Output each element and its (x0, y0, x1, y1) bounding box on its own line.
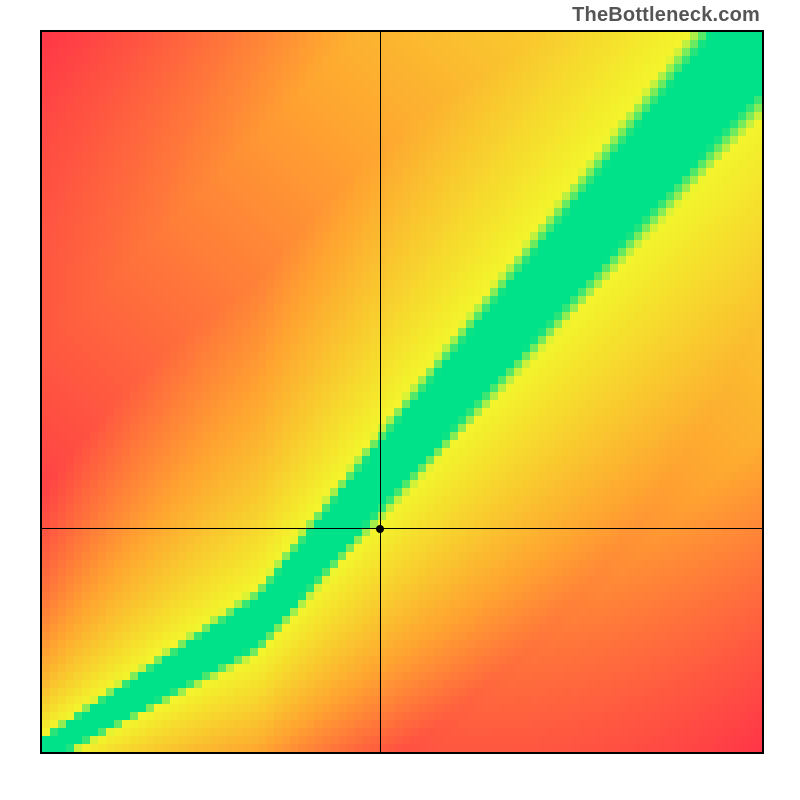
plot-area (40, 30, 764, 754)
bottleneck-heatmap (42, 32, 762, 752)
chart-container: TheBottleneck.com (0, 0, 800, 800)
watermark-text: TheBottleneck.com (572, 4, 760, 27)
